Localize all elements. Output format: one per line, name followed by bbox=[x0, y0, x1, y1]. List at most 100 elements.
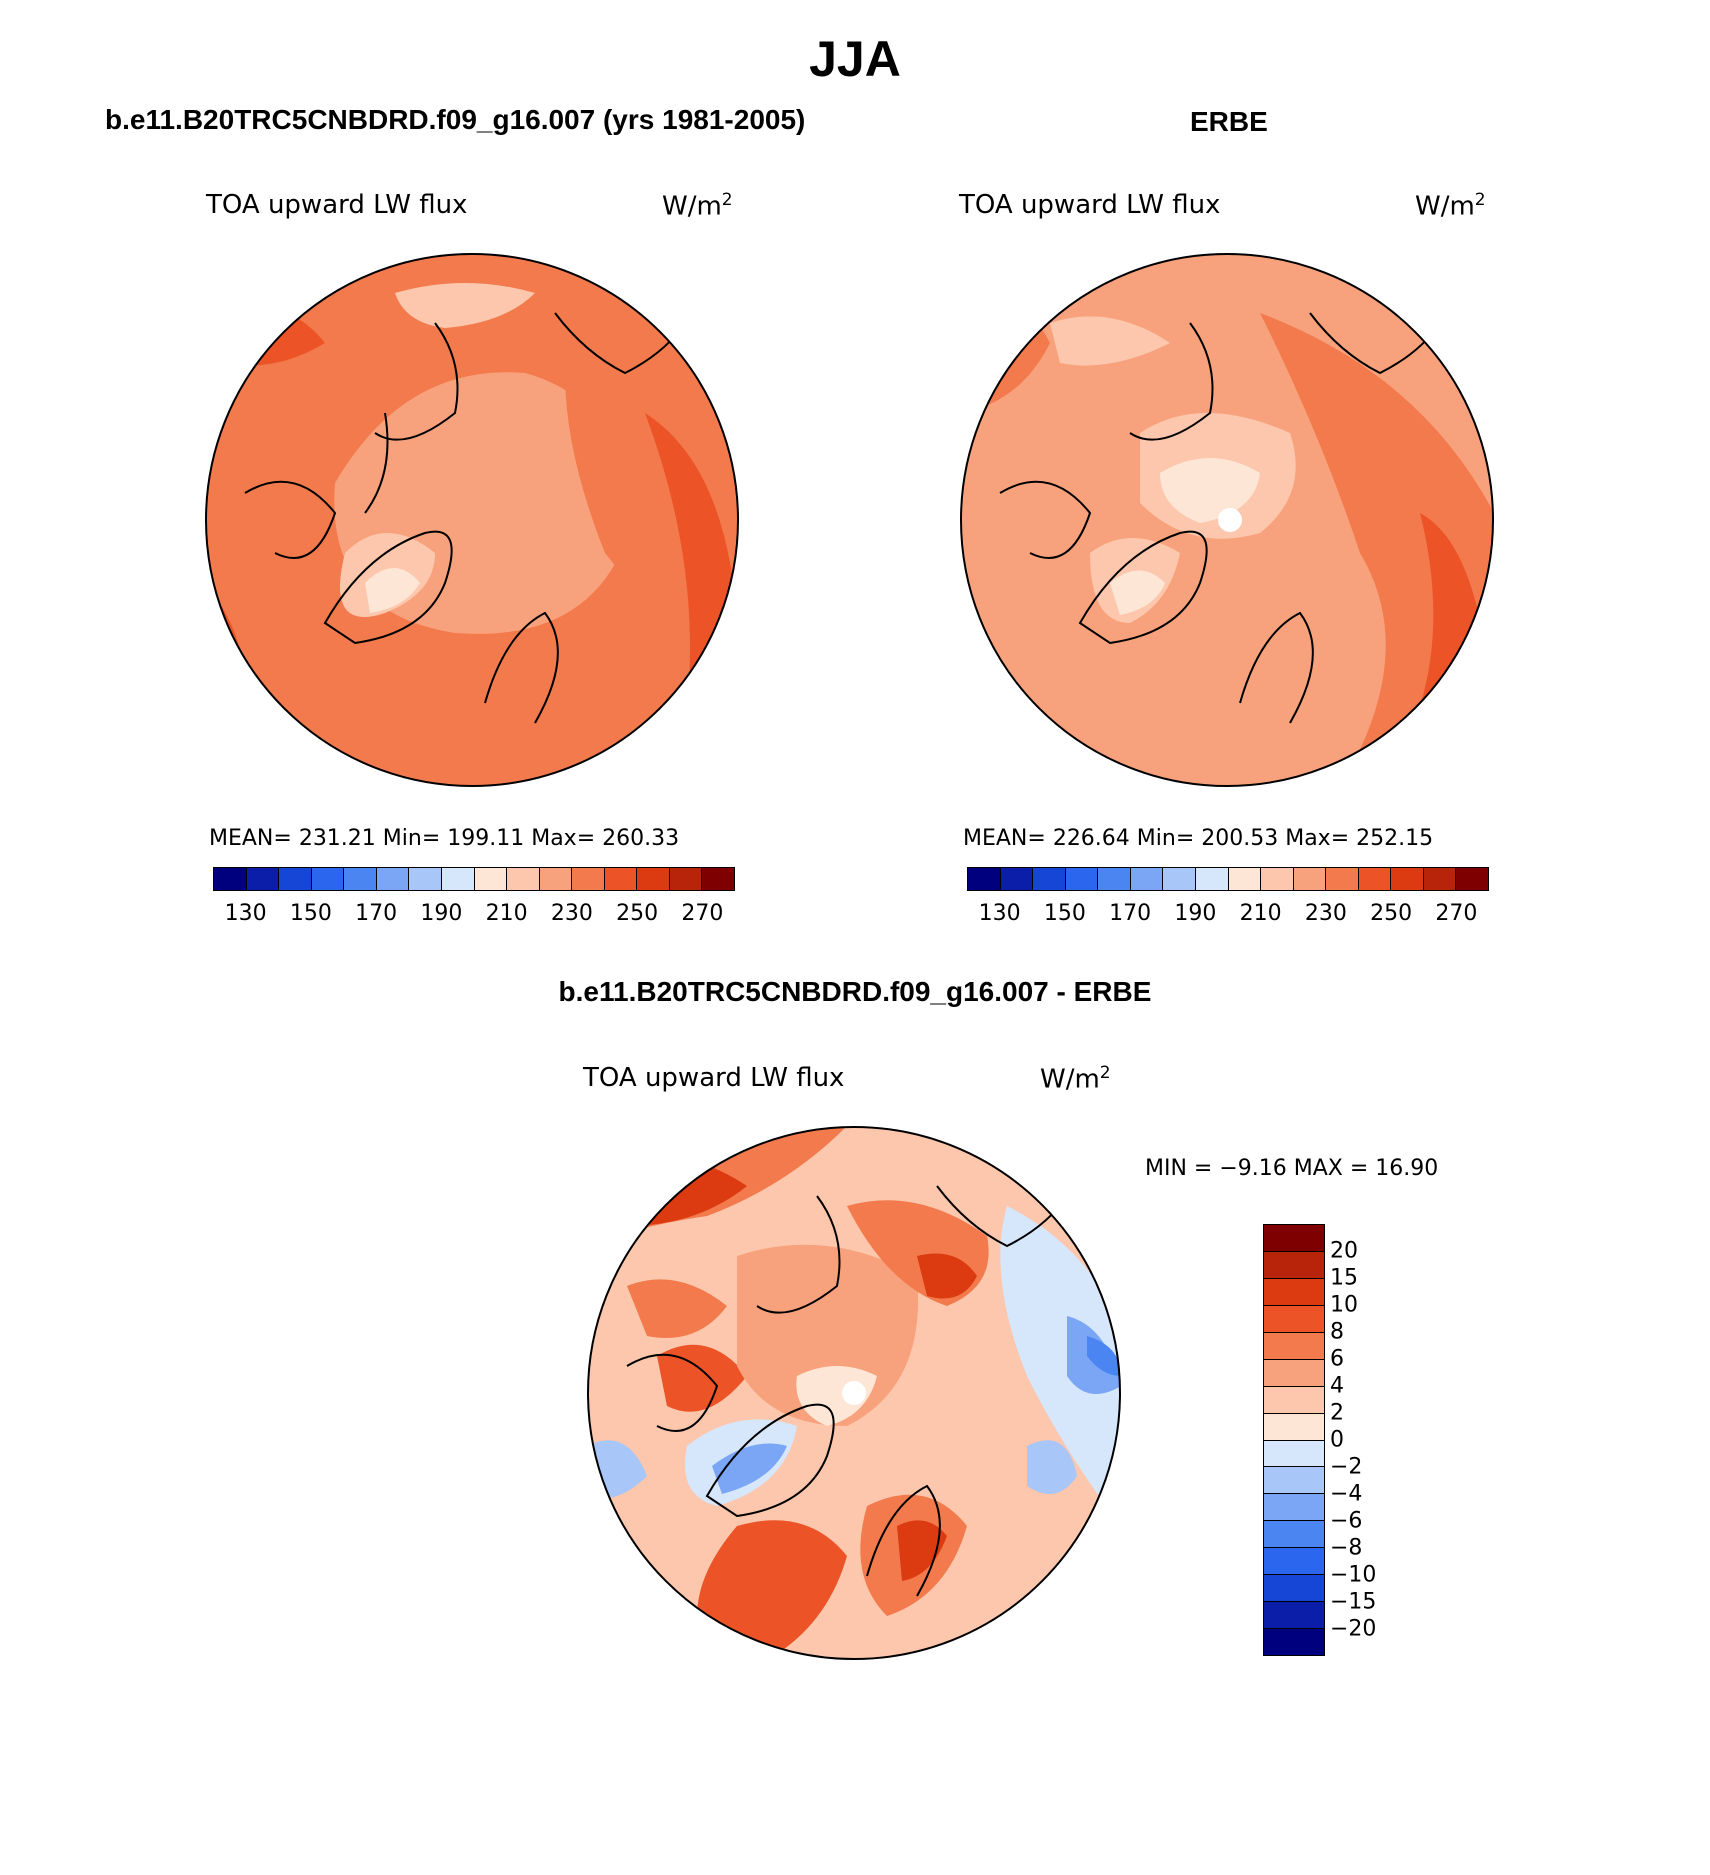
colorbar-tick-label: 250 bbox=[616, 901, 659, 926]
panel-1-stats: MEAN= 231.21 Min= 199.11 Max= 260.33 bbox=[209, 826, 680, 851]
colorbar-tick-label: 190 bbox=[420, 901, 463, 926]
colorbar-swatch bbox=[1261, 868, 1294, 890]
colorbar-tick-label: 0 bbox=[1330, 1427, 1344, 1453]
colorbar-swatch bbox=[539, 868, 573, 890]
colorbar-swatch bbox=[1264, 1332, 1324, 1360]
colorbar-tick-label: 15 bbox=[1330, 1265, 1358, 1291]
colorbar-tick-label: 150 bbox=[1043, 901, 1086, 926]
colorbar-swatch bbox=[1264, 1413, 1324, 1441]
colorbar-tick-label: −10 bbox=[1330, 1562, 1377, 1588]
colorbar-swatch bbox=[604, 868, 638, 890]
colorbar-swatch bbox=[1264, 1602, 1324, 1630]
colorbar-swatch bbox=[507, 868, 540, 890]
panel-1-variable-label: TOA upward LW flux bbox=[206, 190, 468, 220]
panel-1-colorbar-ticks: 130 150 170 190 210 230 250 270 bbox=[213, 901, 735, 931]
colorbar-swatch bbox=[1264, 1386, 1324, 1414]
panel-2-polar-map bbox=[960, 253, 1494, 787]
panel-3-colorbar bbox=[1263, 1224, 1325, 1656]
colorbar-tick-label: −20 bbox=[1330, 1616, 1377, 1642]
colorbar-swatch bbox=[1264, 1548, 1324, 1576]
colorbar-swatch bbox=[1195, 868, 1229, 890]
colorbar-tick-label: 4 bbox=[1330, 1373, 1344, 1399]
colorbar-swatch bbox=[1326, 868, 1359, 890]
colorbar-tick-label: −4 bbox=[1330, 1481, 1363, 1507]
colorbar-swatch bbox=[1293, 868, 1327, 890]
colorbar-swatch bbox=[637, 868, 670, 890]
colorbar-swatch bbox=[409, 868, 442, 890]
colorbar-swatch bbox=[1033, 868, 1066, 890]
panel-2-title: ERBE bbox=[1190, 106, 1268, 137]
colorbar-swatch bbox=[1163, 868, 1196, 890]
panel-1-units-label: W/m2 bbox=[662, 190, 733, 222]
colorbar-swatch bbox=[1264, 1305, 1324, 1333]
colorbar-swatch bbox=[1065, 868, 1099, 890]
panel-3-polar-map bbox=[587, 1126, 1121, 1660]
colorbar-tick-label: −15 bbox=[1330, 1589, 1377, 1615]
panel-3-title: b.e11.B20TRC5CNBDRD.f09_g16.007 - ERBE bbox=[558, 976, 1152, 1007]
colorbar-swatch bbox=[441, 868, 475, 890]
panel-3-minmax: MIN = −9.16 MAX = 16.90 bbox=[1145, 1156, 1439, 1181]
colorbar-swatch bbox=[311, 868, 345, 890]
panel-2-variable-label: TOA upward LW flux bbox=[959, 190, 1221, 220]
colorbar-tick-label: 20 bbox=[1330, 1238, 1358, 1264]
panel-3-pole-hole bbox=[842, 1381, 866, 1405]
colorbar-swatch bbox=[1130, 868, 1164, 890]
colorbar-swatch bbox=[1264, 1494, 1324, 1522]
colorbar-tick-label: 230 bbox=[550, 901, 593, 926]
panel-1-polar-map bbox=[205, 253, 739, 787]
colorbar-swatch bbox=[1000, 868, 1034, 890]
colorbar-tick-label: 130 bbox=[978, 901, 1021, 926]
colorbar-tick-label: −6 bbox=[1330, 1508, 1363, 1534]
colorbar-tick-label: 10 bbox=[1330, 1292, 1358, 1318]
panel-2-colorbar-ticks: 130 150 170 190 210 230 250 270 bbox=[967, 901, 1489, 931]
colorbar-swatch bbox=[1264, 1225, 1324, 1252]
colorbar-swatch bbox=[1264, 1521, 1324, 1549]
colorbar-swatch bbox=[376, 868, 410, 890]
panel-2-stats: MEAN= 226.64 Min= 200.53 Max= 252.15 bbox=[963, 826, 1434, 851]
colorbar-swatch bbox=[572, 868, 605, 890]
figure-title: JJA bbox=[809, 31, 901, 87]
colorbar-tick-label: 150 bbox=[289, 901, 332, 926]
panel-2-units-label: W/m2 bbox=[1415, 190, 1486, 222]
panel-3-colorbar-ticks: 20 15 10 8 6 4 2 0 −2 −4 −6 −8 −10 −15 −20 bbox=[1330, 1224, 1410, 1656]
colorbar-swatch bbox=[1098, 868, 1131, 890]
colorbar-tick-label: 2 bbox=[1330, 1400, 1344, 1426]
colorbar-tick-label: 210 bbox=[485, 901, 528, 926]
colorbar-tick-label: 8 bbox=[1330, 1319, 1344, 1345]
colorbar-tick-label: 6 bbox=[1330, 1346, 1344, 1372]
colorbar-tick-label: 190 bbox=[1174, 901, 1217, 926]
colorbar-swatch bbox=[474, 868, 508, 890]
colorbar-swatch bbox=[968, 868, 1001, 890]
colorbar-swatch bbox=[1264, 1359, 1324, 1387]
colorbar-swatch bbox=[1391, 868, 1424, 890]
colorbar-swatch bbox=[669, 868, 703, 890]
panel-1-title: b.e11.B20TRC5CNBDRD.f09_g16.007 (yrs 198… bbox=[105, 104, 806, 135]
colorbar-swatch bbox=[1264, 1440, 1324, 1468]
panel-3-units-label: W/m2 bbox=[1040, 1063, 1111, 1095]
colorbar-tick-label: 130 bbox=[224, 901, 267, 926]
colorbar-swatch bbox=[702, 868, 734, 890]
panel-1-colorbar bbox=[213, 867, 735, 891]
colorbar-swatch bbox=[1264, 1629, 1324, 1655]
colorbar-swatch bbox=[1264, 1251, 1324, 1279]
colorbar-tick-label: −8 bbox=[1330, 1535, 1363, 1561]
colorbar-swatch bbox=[246, 868, 280, 890]
colorbar-swatch bbox=[1264, 1278, 1324, 1306]
panel-3-variable-label: TOA upward LW flux bbox=[583, 1063, 845, 1093]
colorbar-swatch bbox=[279, 868, 312, 890]
panel-2-colorbar bbox=[967, 867, 1489, 891]
colorbar-tick-label: 250 bbox=[1370, 901, 1413, 926]
colorbar-swatch bbox=[1423, 868, 1457, 890]
colorbar-swatch bbox=[344, 868, 377, 890]
colorbar-swatch bbox=[1264, 1467, 1324, 1495]
colorbar-tick-label: 270 bbox=[681, 901, 724, 926]
colorbar-swatch bbox=[1358, 868, 1392, 890]
colorbar-tick-label: 210 bbox=[1239, 901, 1282, 926]
colorbar-tick-label: 230 bbox=[1304, 901, 1347, 926]
colorbar-tick-label: 170 bbox=[355, 901, 398, 926]
colorbar-tick-label: 270 bbox=[1435, 901, 1478, 926]
colorbar-swatch bbox=[1264, 1575, 1324, 1603]
panel-2-pole-hole bbox=[1218, 508, 1242, 532]
colorbar-tick-label: 170 bbox=[1109, 901, 1152, 926]
colorbar-swatch bbox=[1228, 868, 1262, 890]
